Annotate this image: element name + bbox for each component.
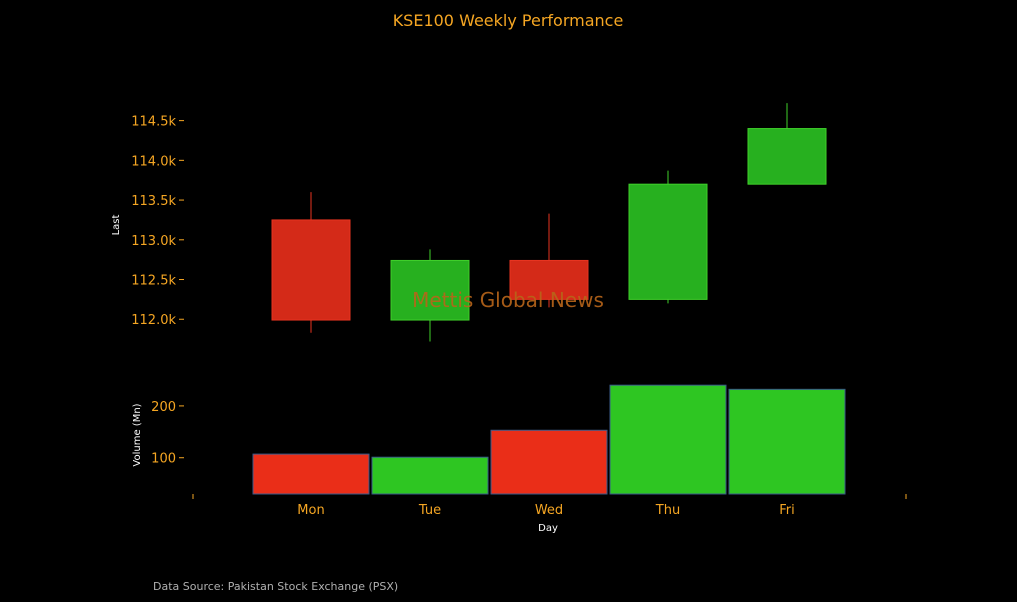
x-tick-label: Thu (655, 503, 680, 518)
price-tick-label: 113.5k (131, 194, 176, 209)
price-tick-label: 114.0k (131, 154, 176, 169)
price-tick-label: 112.5k (131, 274, 176, 289)
volume-bar (490, 429, 608, 495)
volume-bar (728, 388, 846, 495)
price-tick-label: 114.5k (131, 115, 176, 130)
volume-axis: 100 200 (151, 400, 184, 467)
price-tick-label: 112.0k (131, 313, 176, 328)
price-axis: 112.0k 112.5k 113.0k 113.5k 114.0k 114.5k (131, 115, 184, 328)
candle-body (509, 259, 589, 300)
candle-body (271, 219, 351, 321)
candle-body (390, 259, 470, 321)
volume-axis-label: Volume (Mn) (132, 403, 143, 466)
candlestick-series (271, 103, 827, 342)
candle-body (628, 183, 708, 300)
x-tick-label: Fri (779, 503, 795, 518)
candle-body (747, 128, 827, 185)
volume-tick-label: 100 (151, 452, 176, 467)
price-tick-label: 113.0k (131, 234, 176, 249)
volume-bar (609, 384, 727, 495)
x-tick-label: Wed (535, 503, 563, 518)
x-axis: Mon Tue Wed Thu Fri (192, 494, 907, 518)
x-tick-label: Mon (297, 503, 324, 518)
price-axis-label: Last (111, 215, 122, 236)
x-tick-label: Tue (418, 503, 441, 518)
x-axis-label: Day (538, 523, 558, 534)
volume-bar (252, 453, 370, 495)
watermark: Mettis Global News (412, 288, 604, 312)
chart-title: KSE100 Weekly Performance (393, 11, 624, 30)
volume-series (252, 384, 846, 495)
data-source-note: Data Source: Pakistan Stock Exchange (PS… (153, 580, 398, 593)
volume-tick-label: 200 (151, 400, 176, 415)
volume-bar (371, 456, 489, 495)
